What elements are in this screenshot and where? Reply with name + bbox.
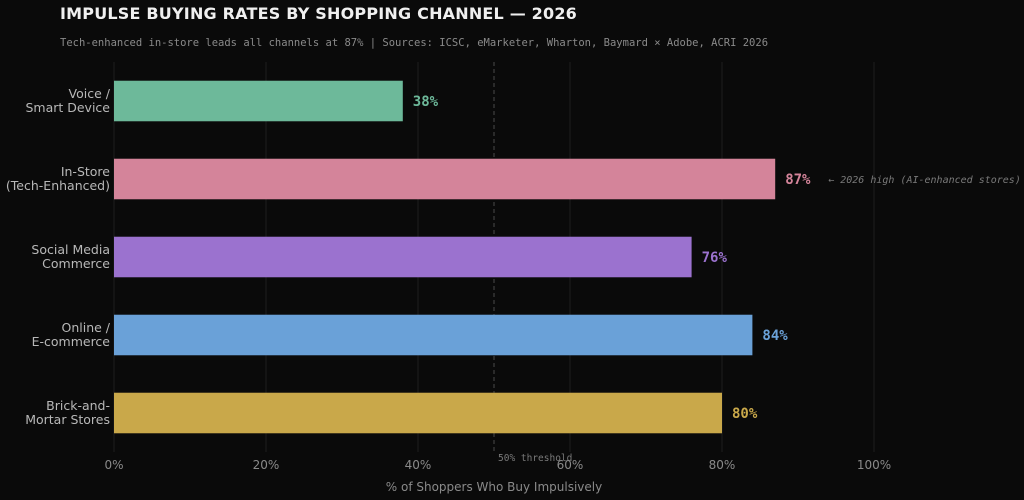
category-label-1-0: In-Store	[61, 164, 110, 179]
category-label-3-1: E-commerce	[32, 334, 111, 349]
value-label-4: 80%	[732, 406, 758, 422]
x-tick-label-5: 100%	[857, 458, 891, 472]
category-label-0-1: Smart Device	[25, 100, 110, 115]
bar-3	[114, 314, 753, 356]
category-label-4-1: Mortar Stores	[25, 412, 110, 427]
x-tick-label-0: 0%	[104, 458, 123, 472]
category-label-2-0: Social Media	[31, 242, 110, 257]
labels-group: 38% Voice /Smart Device 87% In-Store(Tech-E…	[6, 86, 1021, 427]
annotation: ← 2026 high (AI-enhanced stores)	[828, 175, 1021, 186]
category-label-2-1: Commerce	[42, 256, 110, 271]
category-label-3-0: Online /	[61, 320, 110, 335]
bar-1	[114, 158, 776, 200]
value-label-0: 38%	[413, 94, 439, 110]
value-label-2: 76%	[702, 250, 728, 266]
bar-0	[114, 80, 403, 122]
x-tick-label-1: 20%	[253, 458, 280, 472]
value-label-3: 84%	[762, 328, 788, 344]
category-label-4-0: Brick-and-	[46, 398, 110, 413]
category-label-0-0: Voice /	[69, 86, 111, 101]
x-tick-label-3: 60%	[557, 458, 584, 472]
chart-title: IMPULSE BUYING RATES BY SHOPPING CHANNEL…	[60, 4, 578, 23]
threshold-label: 50% threshold	[498, 453, 572, 464]
bars-group	[114, 80, 776, 434]
chart-subtitle: Tech-enhanced in-store leads all channel…	[60, 37, 769, 49]
x-tick-label-2: 40%	[405, 458, 432, 472]
threshold-group: 50% threshold	[493, 62, 572, 464]
x-axis: 0% 20% 40% 60% 80% 100%	[104, 458, 891, 472]
bar-2	[114, 236, 692, 278]
value-label-1: 87%	[785, 172, 811, 188]
bar-4	[114, 392, 722, 434]
category-label-1-1: (Tech-Enhanced)	[6, 178, 110, 193]
x-axis-label: % of Shoppers Who Buy Impulsively	[386, 480, 602, 494]
x-tick-label-4: 80%	[709, 458, 736, 472]
